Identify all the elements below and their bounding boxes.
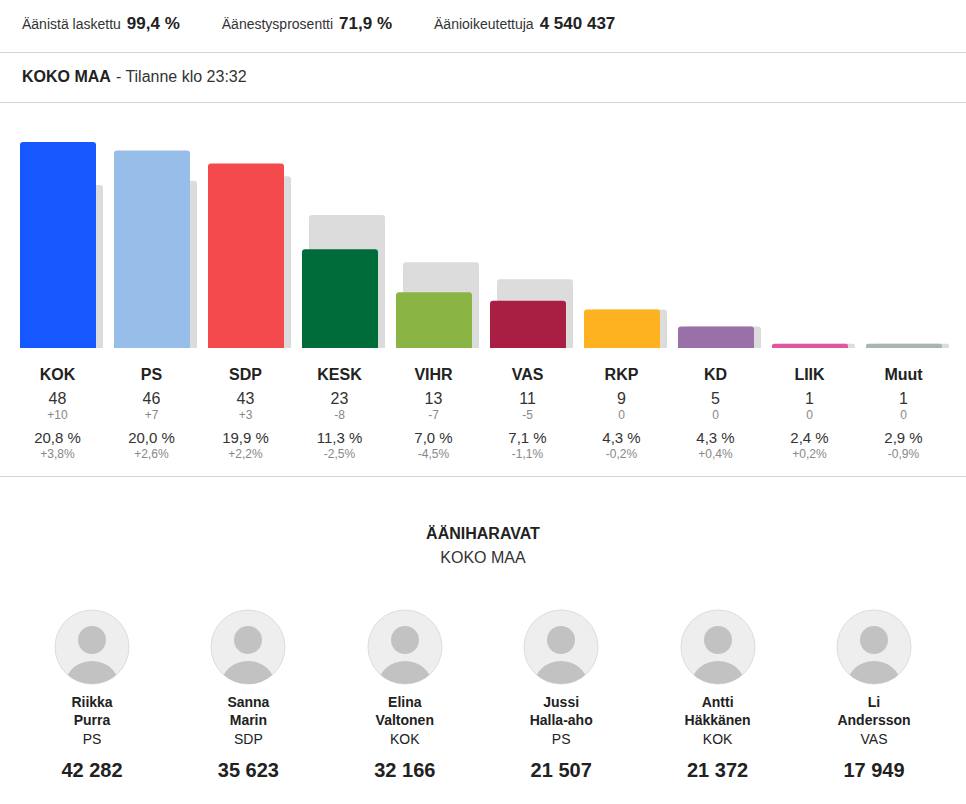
html-text:Sanna: Sanna xyxy=(227,694,270,710)
html-text:Valtonen: Valtonen xyxy=(375,712,434,728)
svg-text:+0,4%: +0,4% xyxy=(698,447,733,461)
svg-text:+3: +3 xyxy=(239,408,253,422)
html-text:Elina: Elina xyxy=(388,694,422,710)
svg-text:23: 23 xyxy=(331,390,349,407)
html-text:Halla-aho: Halla-aho xyxy=(529,712,593,728)
svg-text:KESK: KESK xyxy=(317,366,362,383)
svg-text:20,0 %: 20,0 % xyxy=(128,429,175,446)
svg-text:11,3 %: 11,3 % xyxy=(317,429,363,446)
html-text:VAS: VAS xyxy=(860,731,888,747)
html-text:Häkkänen: Häkkänen xyxy=(684,712,751,728)
svg-text:SDP: SDP xyxy=(229,366,262,383)
html-text:Äänistä laskettu 99,4 %: Äänistä laskettu 99,4 % xyxy=(22,14,180,33)
html-text:PS: PS xyxy=(551,731,571,747)
html-text:Purra: Purra xyxy=(73,712,111,728)
html-text:SDP: SDP xyxy=(234,731,263,747)
svg-text:13: 13 xyxy=(425,390,443,407)
svg-text:4,3 %: 4,3 % xyxy=(602,429,640,446)
svg-text:+2,6%: +2,6% xyxy=(134,447,169,461)
svg-text:46: 46 xyxy=(143,390,161,407)
svg-text:2,4 %: 2,4 % xyxy=(790,429,828,446)
svg-text:VAS: VAS xyxy=(512,366,544,383)
svg-text:1: 1 xyxy=(899,390,908,407)
svg-text:-8: -8 xyxy=(334,408,345,422)
svg-text:7,1 %: 7,1 % xyxy=(508,429,546,446)
html-text:Jussi: Jussi xyxy=(543,694,580,710)
svg-text:11: 11 xyxy=(519,390,536,407)
html-text:KOK: KOK xyxy=(702,731,733,747)
svg-text:9: 9 xyxy=(617,390,626,407)
svg-text:RKP: RKP xyxy=(605,366,639,383)
html-text:21 372: 21 372 xyxy=(687,759,749,781)
svg-text:-5: -5 xyxy=(522,408,533,422)
svg-text:-2,5%: -2,5% xyxy=(324,447,356,461)
svg-text:KOK: KOK xyxy=(40,366,76,383)
html-text:17 949: 17 949 xyxy=(843,759,905,781)
html-text:Äänioikeutettuja 4 540 437: Äänioikeutettuja 4 540 437 xyxy=(434,14,616,33)
svg-text:0: 0 xyxy=(712,408,719,422)
svg-text:43: 43 xyxy=(237,390,255,407)
svg-text:+10: +10 xyxy=(47,408,68,422)
svg-text:5: 5 xyxy=(711,390,720,407)
svg-text:-0,9%: -0,9% xyxy=(888,447,920,461)
svg-text:-0,2%: -0,2% xyxy=(606,447,638,461)
svg-text:7,0 %: 7,0 % xyxy=(414,429,452,446)
html-text:42 282: 42 282 xyxy=(61,759,123,781)
svg-text:20,8 %: 20,8 % xyxy=(34,429,81,446)
svg-text:-7: -7 xyxy=(428,408,439,422)
svg-text:0: 0 xyxy=(618,408,625,422)
svg-text:KD: KD xyxy=(704,366,727,383)
svg-text:48: 48 xyxy=(49,390,67,407)
svg-text:2,9 %: 2,9 % xyxy=(884,429,922,446)
svg-text:0: 0 xyxy=(806,408,813,422)
html-text:21 507: 21 507 xyxy=(530,759,592,781)
svg-text:-4,5%: -4,5% xyxy=(418,447,450,461)
svg-text:19,9 %: 19,9 % xyxy=(222,429,269,446)
html-text:Riikka: Riikka xyxy=(71,694,113,710)
svg-text:Muut: Muut xyxy=(884,366,923,383)
svg-text:+7: +7 xyxy=(145,408,159,422)
html-text:KOK: KOK xyxy=(390,731,420,747)
svg-text:+2,2%: +2,2% xyxy=(228,447,263,461)
html-text:Andersson: Andersson xyxy=(837,712,911,728)
svg-text:LIIK: LIIK xyxy=(794,366,825,383)
html-text:ÄÄNIHARAVAT: ÄÄNIHARAVAT xyxy=(426,525,540,542)
html-text:KOKO MAA - Tilanne klo 23:32: KOKO MAA - Tilanne klo 23:32 xyxy=(22,68,247,85)
svg-text:1: 1 xyxy=(805,390,814,407)
html-text:32 166: 32 166 xyxy=(374,759,436,781)
svg-text:+0,2%: +0,2% xyxy=(792,447,827,461)
svg-text:-1,1%: -1,1% xyxy=(512,447,544,461)
svg-text:4,3 %: 4,3 % xyxy=(696,429,734,446)
html-text:35 623: 35 623 xyxy=(217,759,279,781)
svg-text:+3,8%: +3,8% xyxy=(40,447,75,461)
html-text:PS: PS xyxy=(82,731,102,747)
html-text:Äänestysprosentti 71,9 %: Äänestysprosentti 71,9 % xyxy=(221,14,392,33)
html-text:Marin: Marin xyxy=(229,712,268,728)
html-text:Antti: Antti xyxy=(701,694,734,710)
svg-text:VIHR: VIHR xyxy=(414,366,453,383)
html-text:Li: Li xyxy=(867,694,881,710)
svg-text:0: 0 xyxy=(900,408,907,422)
svg-text:PS: PS xyxy=(141,366,163,383)
html-text:KOKO MAA: KOKO MAA xyxy=(440,549,526,566)
